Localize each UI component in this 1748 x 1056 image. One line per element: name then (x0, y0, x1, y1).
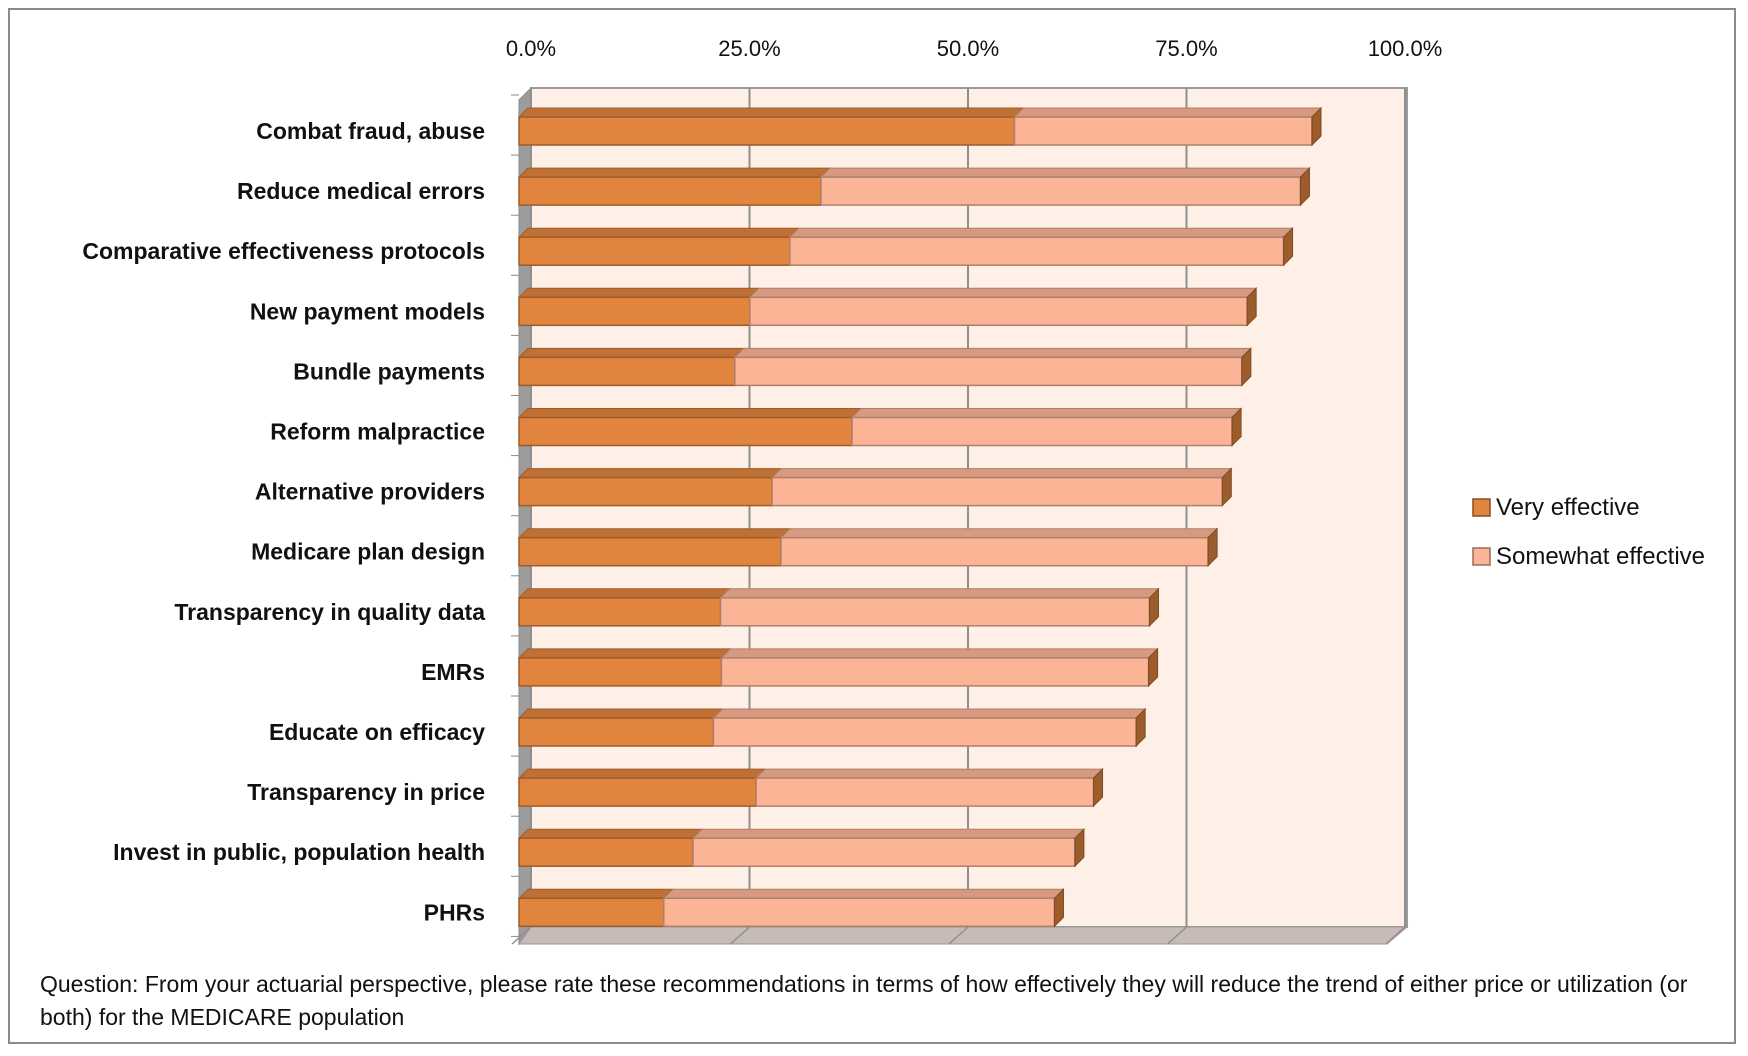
bar-segment (1013, 106, 1323, 147)
bar-segment (517, 768, 767, 807)
category-label: New payment models (250, 298, 485, 324)
category-label: Reform malpractice (270, 419, 485, 445)
bar-segment (733, 347, 1253, 387)
gridline-floor (948, 926, 969, 945)
bar-segment (779, 527, 1219, 567)
bar-segment (517, 528, 792, 567)
category-label: Comparative effectiveness protocols (82, 238, 485, 264)
x-tick-label: 100.0% (1368, 36, 1443, 61)
category-label: Educate on efficacy (269, 719, 485, 745)
bar-segment (662, 888, 1065, 928)
legend-label: Somewhat effective (1496, 543, 1705, 570)
bar-segment (517, 648, 732, 687)
legend-swatch (1472, 498, 1491, 517)
bar-segment (691, 827, 1086, 868)
bar-segment (517, 227, 801, 266)
legend-label: Very effective (1496, 494, 1640, 521)
bar-segment (850, 407, 1243, 447)
bar-segment (517, 828, 704, 867)
bar-segment (517, 888, 674, 928)
category-label: Bundle payments (293, 358, 485, 384)
x-tick-label: 25.0% (718, 36, 780, 61)
chart-caption: Question: From your actuarial perspectiv… (40, 971, 1688, 1030)
x-tick-label: 75.0% (1155, 36, 1217, 61)
bar-segment (517, 167, 832, 206)
x-tick-label: 50.0% (937, 36, 999, 61)
gridline-floor (729, 926, 751, 945)
plot-side-wall (518, 86, 532, 946)
bar-segment (517, 107, 1025, 146)
category-label: Transparency in quality data (174, 599, 485, 625)
bar-segment (720, 647, 1159, 688)
gridline-floor (511, 926, 532, 945)
category-label: Alternative providers (255, 479, 485, 505)
bar-segment (517, 588, 731, 627)
plot-floor (518, 926, 1409, 945)
bar-segment (517, 408, 863, 447)
bar-segment (754, 767, 1104, 808)
bar-segment (517, 347, 745, 387)
bar-segment (517, 287, 761, 327)
category-label: Invest in public, population health (113, 839, 485, 865)
category-label: EMRs (421, 659, 485, 685)
category-label: Combat fraud, abuse (256, 118, 485, 144)
bar-segment (788, 226, 1294, 267)
bar-segment (770, 467, 1233, 507)
category-label: Transparency in price (247, 779, 485, 805)
bar-segment (819, 166, 1311, 207)
gridline-floor (1385, 926, 1406, 945)
legend-swatch (1472, 547, 1491, 566)
category-label: PHRs (424, 899, 485, 925)
gridline-floor (1166, 926, 1188, 945)
bar-segment (748, 287, 1258, 327)
x-tick-label: 0.0% (506, 36, 556, 61)
bar-segment (712, 707, 1147, 748)
category-label: Medicare plan design (251, 539, 485, 565)
bar-segment (719, 587, 1160, 628)
bar-segment (517, 708, 724, 747)
category-label: Reduce medical errors (237, 178, 485, 204)
bar-segment (517, 468, 783, 507)
